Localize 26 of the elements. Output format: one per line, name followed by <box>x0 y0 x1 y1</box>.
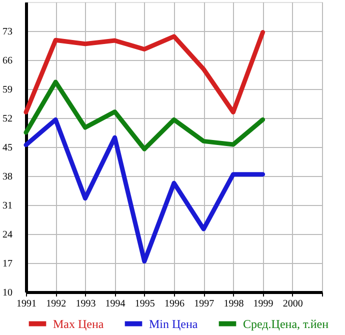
y-tick-label: 45 <box>2 142 12 154</box>
line-series <box>24 117 266 264</box>
x-tick-label: 1998 <box>224 298 244 310</box>
x-tick-label: 1999 <box>253 298 274 310</box>
y-tick-label: 31 <box>2 200 12 212</box>
x-tick-label: 1993 <box>76 298 96 310</box>
x-tick-label: 1994 <box>105 298 126 310</box>
y-tick-label: 59 <box>2 84 12 96</box>
x-tick-label: 1992 <box>46 298 66 310</box>
legend-label: Сред.Цена, т.йен <box>243 316 330 331</box>
legend-label: Max Цена <box>53 316 104 331</box>
y-tick-label: 17 <box>2 258 12 270</box>
y-tick-label: 24 <box>2 230 12 240</box>
line-series <box>24 30 266 114</box>
y-tick-label: 38 <box>2 172 12 182</box>
legend-label: Min Цена <box>149 316 198 331</box>
y-tick-label: 10 <box>2 288 12 298</box>
line-series <box>24 80 266 152</box>
x-tick-label: 2000 <box>282 298 303 310</box>
x-tick-label: 1997 <box>194 298 214 310</box>
x-tick-label: 1991 <box>16 298 36 310</box>
y-tick-label: 73 <box>2 26 12 38</box>
y-tick-label: 66 <box>2 56 12 66</box>
y-tick-label: 52 <box>2 114 12 124</box>
x-tick-label: 1996 <box>164 298 184 310</box>
x-tick-label: 1995 <box>134 298 155 310</box>
